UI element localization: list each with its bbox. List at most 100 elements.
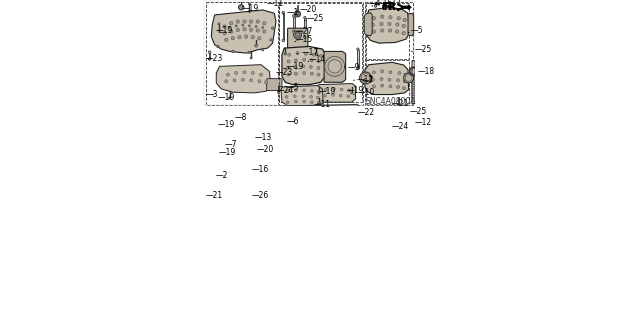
Circle shape: [300, 139, 303, 141]
Circle shape: [262, 22, 266, 25]
Circle shape: [294, 11, 301, 17]
Circle shape: [310, 139, 313, 141]
Circle shape: [289, 117, 292, 120]
Text: —11: —11: [356, 75, 373, 84]
Circle shape: [324, 94, 326, 97]
Circle shape: [310, 113, 313, 116]
Circle shape: [388, 29, 392, 32]
Circle shape: [241, 78, 244, 81]
Circle shape: [342, 113, 345, 116]
Circle shape: [403, 18, 406, 22]
Bar: [365, 3, 409, 59]
Circle shape: [319, 54, 323, 57]
Circle shape: [289, 130, 292, 133]
Circle shape: [310, 96, 312, 98]
Text: —9: —9: [348, 63, 360, 71]
Circle shape: [282, 39, 285, 42]
Circle shape: [332, 113, 334, 116]
Circle shape: [316, 109, 318, 111]
Circle shape: [294, 135, 297, 137]
Circle shape: [397, 17, 401, 20]
Circle shape: [326, 139, 329, 141]
Circle shape: [353, 126, 355, 129]
Circle shape: [380, 78, 383, 80]
Circle shape: [238, 35, 241, 39]
Circle shape: [328, 60, 341, 73]
Circle shape: [223, 25, 226, 28]
Circle shape: [254, 192, 255, 193]
Circle shape: [248, 11, 249, 12]
Circle shape: [332, 117, 334, 120]
Text: —1: —1: [287, 8, 299, 17]
Circle shape: [300, 147, 303, 150]
Circle shape: [259, 139, 260, 140]
Circle shape: [375, 4, 376, 5]
Circle shape: [381, 29, 384, 32]
Circle shape: [389, 71, 392, 74]
Circle shape: [295, 33, 300, 37]
Circle shape: [225, 38, 228, 41]
Circle shape: [227, 73, 229, 76]
Circle shape: [332, 139, 334, 141]
Circle shape: [297, 53, 298, 54]
Circle shape: [255, 26, 257, 27]
Circle shape: [294, 117, 297, 120]
Text: —11: —11: [267, 0, 284, 8]
Text: —25: —25: [415, 45, 432, 54]
Circle shape: [294, 139, 297, 141]
Circle shape: [398, 71, 401, 74]
Circle shape: [240, 116, 243, 119]
Circle shape: [283, 13, 284, 14]
Circle shape: [271, 27, 274, 29]
Circle shape: [278, 74, 279, 75]
Text: —19: —19: [346, 86, 364, 95]
Text: —4: —4: [368, 0, 381, 9]
Polygon shape: [216, 65, 271, 93]
Circle shape: [316, 135, 318, 137]
Circle shape: [389, 85, 392, 88]
Circle shape: [388, 16, 392, 19]
Circle shape: [284, 53, 286, 55]
Circle shape: [316, 130, 318, 133]
Circle shape: [294, 126, 297, 129]
Circle shape: [300, 30, 303, 33]
Polygon shape: [324, 51, 346, 82]
Bar: [279, 3, 362, 102]
Circle shape: [308, 61, 309, 62]
Circle shape: [300, 117, 303, 120]
Circle shape: [360, 112, 362, 114]
Circle shape: [340, 88, 343, 91]
Circle shape: [398, 104, 399, 105]
Circle shape: [284, 139, 287, 141]
Circle shape: [239, 5, 244, 10]
Circle shape: [404, 73, 407, 76]
Circle shape: [417, 71, 418, 72]
Circle shape: [381, 15, 384, 18]
Circle shape: [303, 100, 305, 103]
Circle shape: [253, 140, 256, 142]
Circle shape: [309, 65, 312, 69]
Circle shape: [321, 130, 324, 133]
Text: —24: —24: [392, 122, 410, 130]
Circle shape: [294, 113, 297, 116]
Circle shape: [231, 36, 234, 40]
Circle shape: [332, 130, 334, 133]
Circle shape: [372, 30, 376, 33]
Circle shape: [305, 130, 308, 133]
Circle shape: [332, 93, 334, 96]
Circle shape: [296, 38, 299, 41]
Text: —5: —5: [410, 26, 423, 35]
Circle shape: [235, 71, 237, 74]
Circle shape: [388, 78, 391, 81]
Circle shape: [408, 119, 410, 121]
Circle shape: [310, 126, 313, 129]
Circle shape: [310, 143, 313, 146]
Circle shape: [400, 125, 401, 126]
Circle shape: [326, 117, 329, 120]
Circle shape: [353, 80, 355, 81]
Text: —23: —23: [275, 69, 292, 78]
Text: —7: —7: [362, 76, 374, 85]
Text: —19: —19: [287, 62, 304, 71]
Circle shape: [239, 115, 244, 121]
Polygon shape: [365, 63, 409, 94]
